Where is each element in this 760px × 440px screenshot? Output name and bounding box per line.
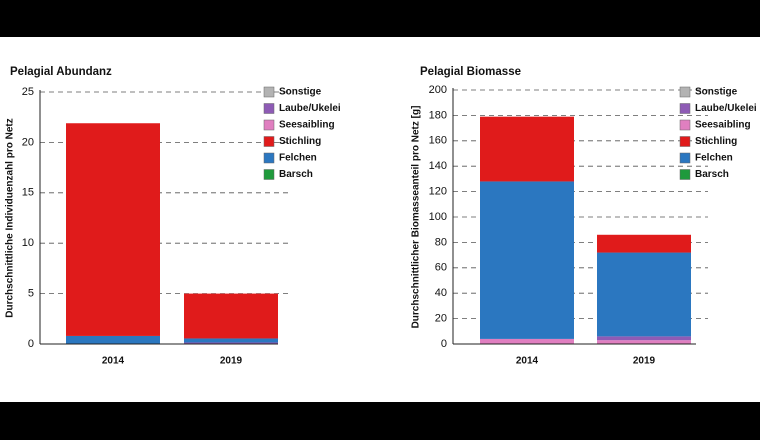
bar-segment [184,338,278,343]
y-tick-label: 20 [435,313,447,325]
y-tick-label: 5 [28,288,34,300]
bar-segment [597,252,691,337]
bar-segment [66,335,160,344]
legend-swatch [679,103,691,114]
y-tick-label: 140 [429,160,447,172]
legend-swatch [263,152,275,164]
chart-title: Pelagial Biomasse [420,66,521,78]
y-tick-label: 0 [441,338,447,350]
legend-label: Laube/Ukelei [279,103,341,114]
x-tick-label: 2014 [516,356,539,367]
y-tick-label: 15 [22,187,34,199]
legend-label: Laube/Ukelei [695,103,757,114]
y-tick-label: 60 [435,262,447,274]
legend-swatch [263,103,275,114]
y-tick-label: 120 [429,186,447,198]
legend-label: Felchen [279,153,317,164]
y-tick-label: 180 [429,109,447,121]
x-tick-label: 2019 [633,356,656,367]
legend-swatch [679,86,691,98]
legend-swatch [263,86,275,98]
bar-segment [597,234,691,253]
bar-segment [184,342,278,344]
legend-label: Seesaibling [695,120,751,131]
legend-swatch [679,169,691,180]
y-tick-label: 100 [429,211,447,223]
y-tick-label: 25 [22,86,34,98]
legend-label: Barsch [695,169,729,180]
legend-label: Sonstige [695,87,738,98]
legend-swatch [263,169,275,180]
legend-label: Sonstige [279,87,322,98]
y-axis-label: Durchschnittliche Individuenzahl pro Net… [5,118,16,317]
y-tick-label: 40 [435,287,447,299]
legend-swatch [679,119,691,131]
y-tick-label: 80 [435,236,447,248]
x-tick-label: 2019 [220,356,243,367]
bar-segment [184,293,278,339]
legend-swatch [263,119,275,131]
bar-segment [480,181,574,339]
legend-label: Stichling [279,136,321,147]
x-tick-label: 2014 [102,356,125,367]
chart-title: Pelagial Abundanz [10,66,112,78]
y-tick-label: 160 [429,135,447,147]
bar-segment [480,338,574,344]
y-tick-label: 0 [28,338,34,350]
bar-segment [597,336,691,341]
legend-swatch [679,136,691,147]
y-tick-label: 20 [22,136,34,148]
bar-segment [66,123,160,336]
y-tick-label: 200 [429,84,447,96]
legend-label: Barsch [279,169,313,180]
legend-label: Seesaibling [279,120,335,131]
legend-label: Stichling [695,136,737,147]
y-tick-label: 10 [22,237,34,249]
legend-swatch [679,152,691,164]
bar-segment [480,116,574,182]
y-axis-label: Durchschnittlicher Biomasseanteil pro Ne… [411,106,422,329]
legend-swatch [263,136,275,147]
bar-segment [597,340,691,344]
legend-label: Felchen [695,153,733,164]
